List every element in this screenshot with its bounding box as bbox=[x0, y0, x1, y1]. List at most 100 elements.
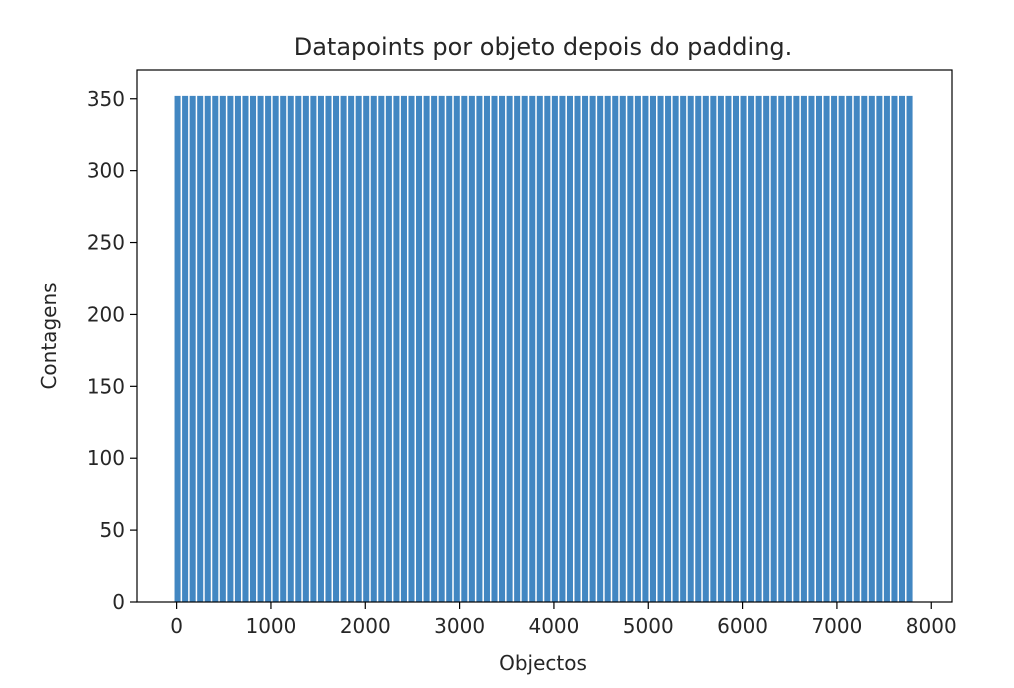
bar bbox=[310, 95, 317, 602]
bar bbox=[453, 95, 460, 602]
y-tick-label: 50 bbox=[100, 518, 125, 542]
bar bbox=[778, 95, 785, 602]
chart-title: Datapoints por objeto depois do padding. bbox=[294, 33, 793, 61]
bar bbox=[499, 95, 506, 602]
bar bbox=[876, 95, 883, 602]
bar bbox=[227, 95, 234, 602]
bar bbox=[800, 95, 807, 602]
bar bbox=[717, 95, 724, 602]
bar bbox=[423, 95, 430, 602]
bar bbox=[831, 95, 838, 602]
y-tick-label: 200 bbox=[87, 302, 125, 326]
bar bbox=[710, 95, 717, 602]
bar bbox=[302, 95, 309, 602]
bar bbox=[483, 95, 490, 602]
bar bbox=[461, 95, 468, 602]
bar bbox=[763, 95, 770, 602]
x-tick-label: 5000 bbox=[623, 614, 674, 638]
bar bbox=[846, 95, 853, 602]
bar bbox=[732, 95, 740, 602]
bar bbox=[506, 95, 513, 602]
bar bbox=[212, 95, 219, 602]
bar bbox=[197, 95, 204, 602]
y-tick-label: 150 bbox=[87, 374, 125, 398]
bar bbox=[823, 95, 830, 602]
bar bbox=[325, 95, 332, 602]
bar bbox=[808, 95, 815, 602]
bar bbox=[861, 95, 868, 602]
x-tick-label: 8000 bbox=[906, 614, 957, 638]
y-tick-label: 250 bbox=[87, 231, 125, 255]
bar bbox=[242, 95, 249, 602]
bar bbox=[204, 95, 211, 602]
bar bbox=[272, 95, 279, 602]
bar bbox=[446, 95, 453, 602]
bar bbox=[597, 95, 604, 602]
bar bbox=[333, 95, 340, 602]
bar bbox=[400, 95, 407, 602]
bar bbox=[295, 95, 302, 602]
bar bbox=[182, 95, 189, 602]
y-tick-label: 350 bbox=[87, 87, 125, 111]
bar bbox=[891, 95, 898, 602]
x-tick-label: 0 bbox=[170, 614, 183, 638]
bar bbox=[680, 95, 687, 602]
bar bbox=[476, 95, 483, 602]
y-tick-label: 0 bbox=[112, 590, 125, 614]
bar bbox=[393, 95, 400, 602]
bar bbox=[189, 95, 196, 602]
bar bbox=[755, 95, 762, 602]
bar bbox=[853, 95, 860, 602]
bar bbox=[529, 95, 536, 602]
bar bbox=[627, 95, 634, 602]
bar bbox=[634, 95, 641, 602]
bars-group bbox=[174, 95, 913, 602]
bar bbox=[378, 95, 385, 602]
bar bbox=[431, 95, 438, 602]
bar bbox=[793, 95, 800, 602]
bar bbox=[740, 95, 747, 602]
bar bbox=[838, 95, 845, 602]
bar bbox=[521, 95, 528, 602]
bar bbox=[280, 95, 287, 602]
bar bbox=[566, 95, 573, 602]
y-axis: 0 50 100 150 200 250 300 350 bbox=[87, 87, 137, 614]
bar bbox=[815, 95, 823, 602]
bar bbox=[574, 95, 581, 602]
bar bbox=[174, 95, 181, 602]
bar bbox=[340, 95, 347, 602]
bar bbox=[265, 95, 272, 602]
x-axis-label: Objectos bbox=[499, 651, 587, 675]
bar bbox=[370, 95, 377, 602]
bar bbox=[219, 95, 226, 602]
bar bbox=[770, 95, 777, 602]
bar bbox=[619, 95, 626, 602]
y-axis-label: Contagens bbox=[37, 282, 61, 389]
bar bbox=[363, 95, 370, 602]
bar bbox=[748, 95, 755, 602]
bar bbox=[642, 95, 649, 602]
y-tick-label: 300 bbox=[87, 159, 125, 183]
bar bbox=[234, 95, 241, 602]
bar bbox=[695, 95, 702, 602]
bar bbox=[551, 95, 558, 602]
x-tick-label: 6000 bbox=[717, 614, 768, 638]
bar bbox=[612, 95, 619, 602]
bar bbox=[317, 95, 324, 602]
bar bbox=[725, 95, 732, 602]
x-tick-label: 2000 bbox=[340, 614, 391, 638]
bar bbox=[604, 95, 611, 602]
bar bbox=[348, 95, 355, 602]
bar bbox=[649, 95, 656, 602]
bar bbox=[287, 95, 294, 602]
bar bbox=[898, 95, 906, 602]
bar bbox=[408, 95, 415, 602]
bar bbox=[582, 95, 589, 602]
bar bbox=[868, 95, 875, 602]
bar bbox=[672, 95, 679, 602]
plot-frame bbox=[136, 69, 953, 603]
bar bbox=[559, 95, 566, 602]
bar bbox=[906, 95, 913, 602]
bar bbox=[544, 95, 551, 602]
